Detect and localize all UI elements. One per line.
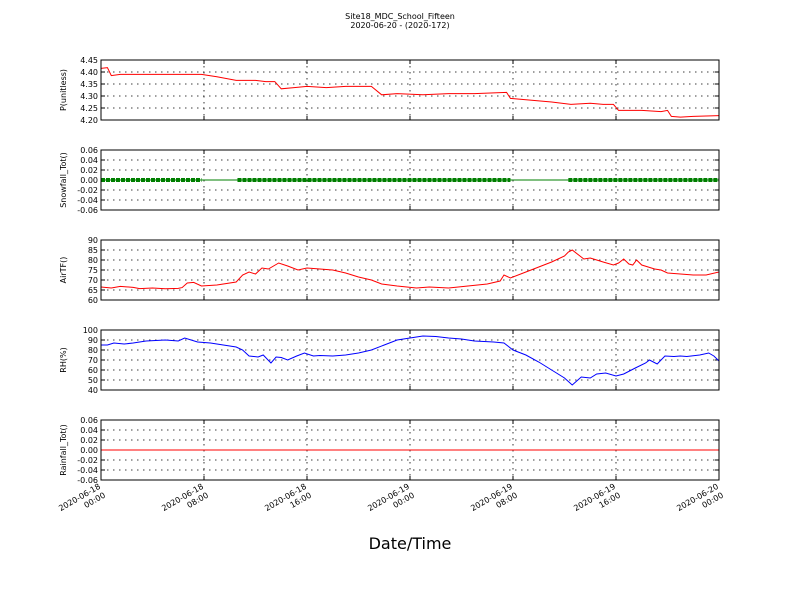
y-tick-label: 0.00 bbox=[80, 176, 98, 185]
y-tick-label: 90 bbox=[88, 236, 98, 245]
y-tick-label: 40 bbox=[88, 386, 98, 395]
y-tick-label: 0.06 bbox=[80, 416, 98, 425]
y-tick-label: 70 bbox=[88, 276, 98, 285]
y-tick-label: 70 bbox=[88, 356, 98, 365]
y-axis-label: Rainfall_Tot() bbox=[59, 424, 68, 476]
y-tick-label: 0.06 bbox=[80, 146, 98, 155]
y-tick-label: 0.04 bbox=[80, 426, 98, 435]
y-axis-label: AirTF() bbox=[59, 257, 68, 284]
y-tick-label: 4.45 bbox=[80, 56, 98, 65]
series-line bbox=[101, 249, 719, 290]
chart-title: Site18_MDC_School_Fifteen bbox=[345, 12, 455, 21]
y-axis-label: P(unitless) bbox=[59, 69, 68, 111]
y-tick-label: 0.00 bbox=[80, 446, 98, 455]
y-tick-label: -0.02 bbox=[77, 456, 98, 465]
subplot-2: -0.06-0.04-0.020.000.020.040.06 Snowfall_… bbox=[59, 146, 720, 215]
series-group bbox=[101, 67, 719, 118]
y-tick-label: 50 bbox=[88, 376, 98, 385]
y-tick-label: 4.20 bbox=[80, 116, 98, 125]
chart-subtitle: 2020-06-20 - (2020-172) bbox=[350, 21, 450, 30]
y-tick-label: -0.06 bbox=[77, 206, 98, 215]
y-tick-label: 80 bbox=[88, 256, 98, 265]
y-tick-label: 0.04 bbox=[80, 156, 98, 165]
plot-frame bbox=[100, 239, 720, 301]
y-tick-label: 4.35 bbox=[80, 80, 98, 89]
series-line bbox=[101, 335, 719, 386]
y-tick-label: 65 bbox=[88, 286, 98, 295]
x-axis-label: Date/Time bbox=[368, 534, 452, 553]
y-tick-label: 100 bbox=[83, 326, 98, 335]
subplot-1: 4.20 4.25 4.30 4.35 4.40 4.45 P(unitless) bbox=[59, 56, 720, 125]
y-tick-label: -0.02 bbox=[77, 186, 98, 195]
y-tick-label: 0.02 bbox=[80, 166, 98, 175]
plot-frame bbox=[100, 419, 720, 481]
plot-frame bbox=[100, 329, 720, 391]
y-tick-label: 80 bbox=[88, 346, 98, 355]
y-tick-label: -0.04 bbox=[77, 466, 98, 475]
y-tick-label: 60 bbox=[88, 296, 98, 305]
plot-frame bbox=[100, 59, 720, 121]
y-axis-label: RH(%) bbox=[59, 347, 68, 372]
y-axis-label: Snowfall_Tot() bbox=[59, 152, 68, 208]
series-group bbox=[101, 335, 719, 386]
y-tick-label: 90 bbox=[88, 336, 98, 345]
y-tick-label: -0.04 bbox=[77, 196, 98, 205]
y-tick-label: 4.25 bbox=[80, 104, 98, 113]
series-line bbox=[101, 67, 719, 118]
y-tick-label: 60 bbox=[88, 366, 98, 375]
subplot-5: -0.06-0.04-0.020.000.020.040.06 Rainfall_… bbox=[59, 416, 720, 485]
y-tick-label: 85 bbox=[88, 246, 98, 255]
y-tick-label: 0.02 bbox=[80, 436, 98, 445]
series-group bbox=[101, 249, 719, 290]
y-tick-label: 75 bbox=[88, 266, 98, 275]
plot-frame bbox=[100, 149, 720, 211]
y-tick-label: 4.30 bbox=[80, 92, 98, 101]
y-tick-label: 4.40 bbox=[80, 68, 98, 77]
y-tick-label: -0.06 bbox=[77, 476, 98, 485]
